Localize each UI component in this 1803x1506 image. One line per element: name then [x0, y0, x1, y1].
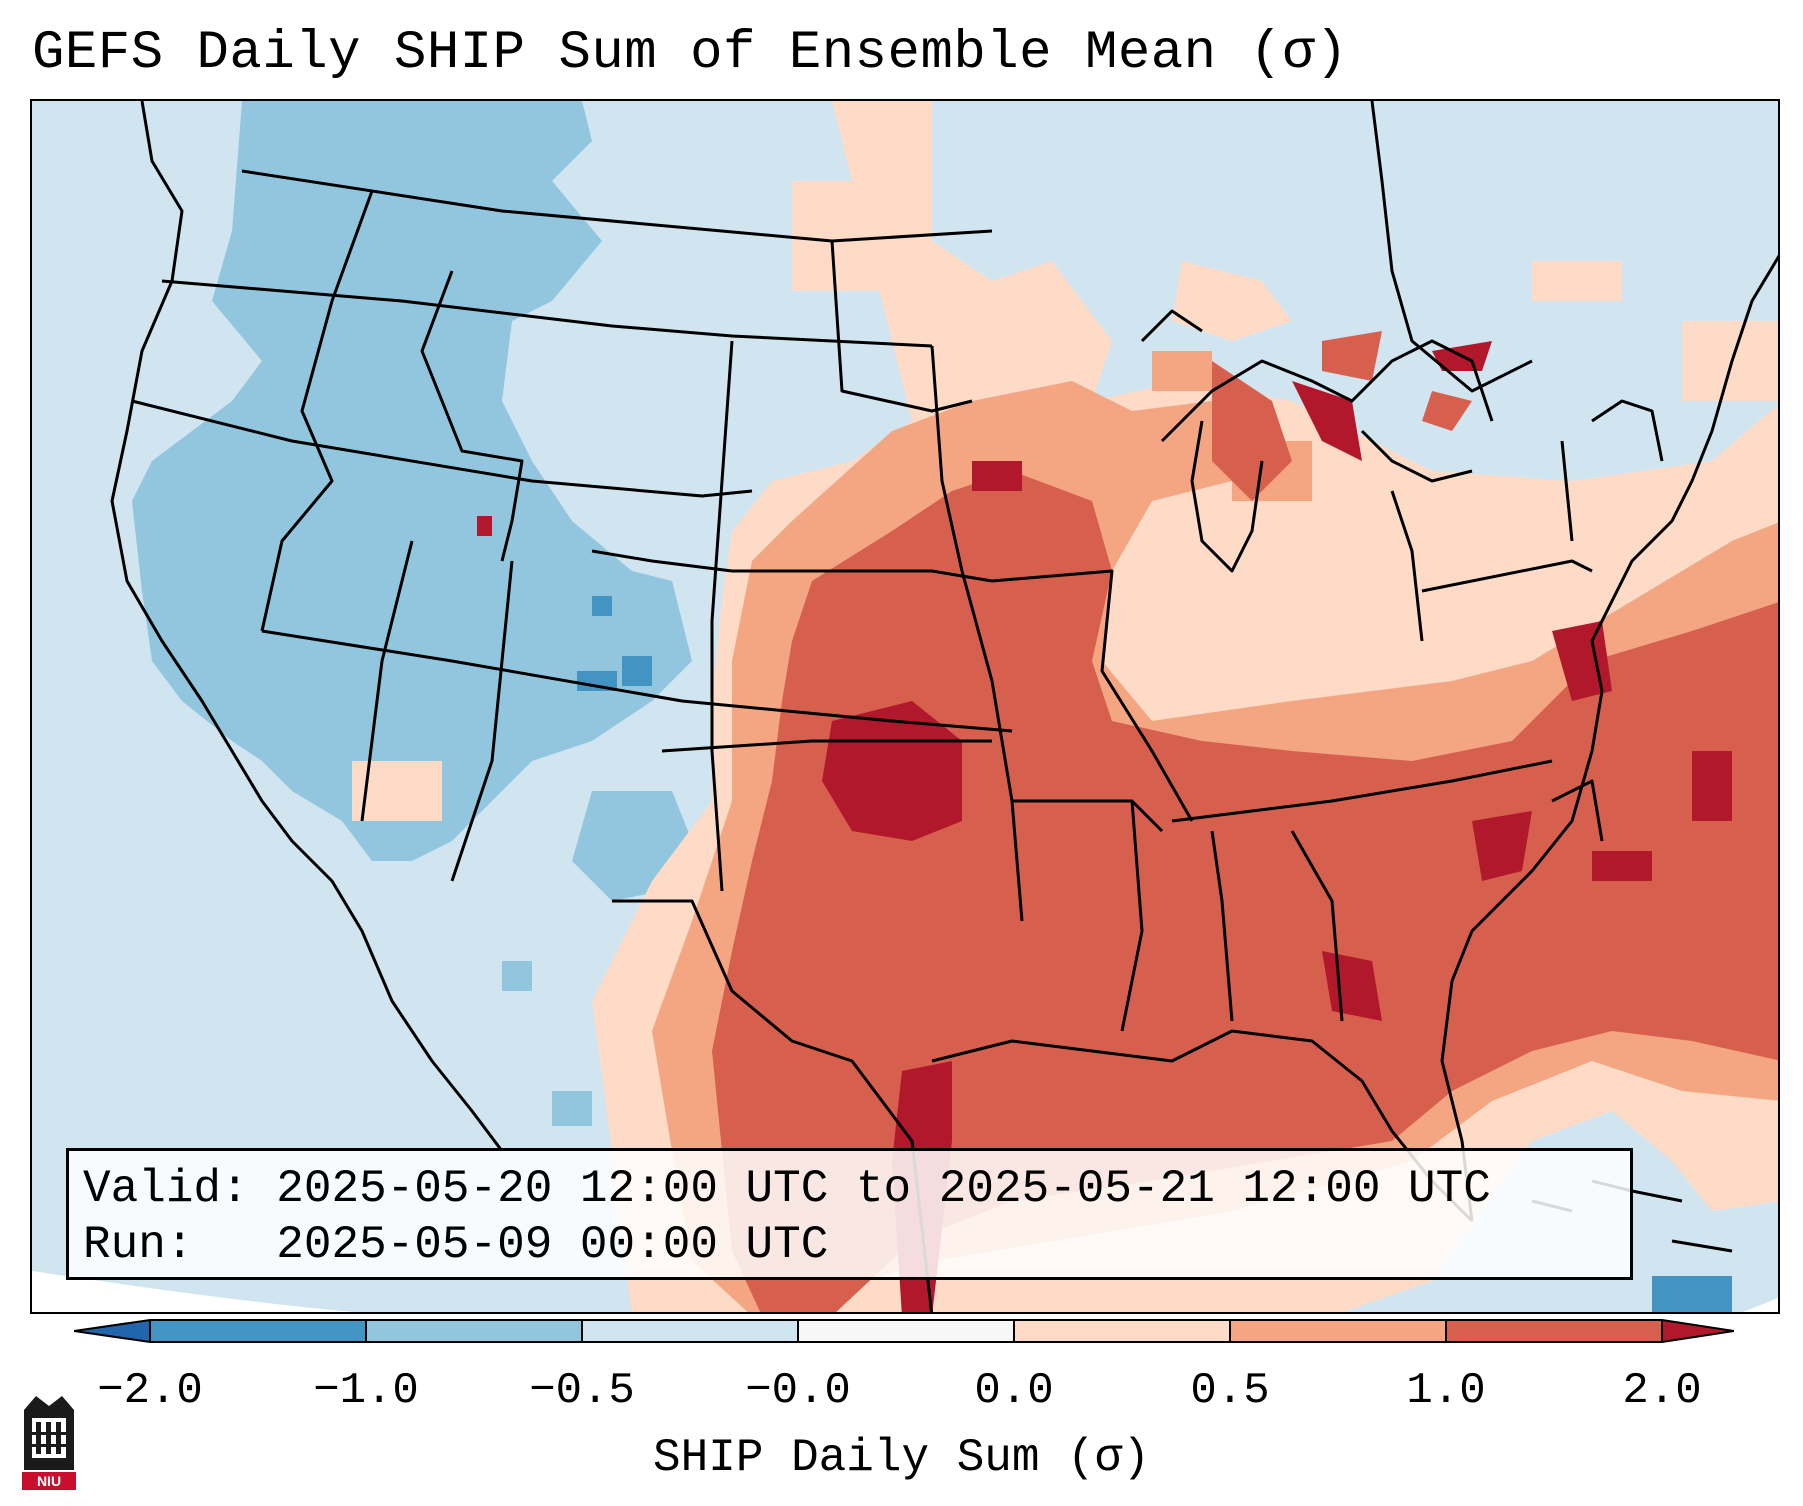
colorbar-tick-label: 1.0: [1406, 1366, 1486, 1416]
projection-edge: [32, 1271, 355, 1312]
colorbar-tick-label: −1.0: [313, 1366, 419, 1416]
colorbar-tick-label: 0.0: [974, 1366, 1054, 1416]
positive-anomaly-strong: [712, 331, 1778, 1312]
negative-anomaly-core: [577, 596, 1732, 1312]
colorbar: [74, 1319, 1734, 1343]
colorbar-extend-low: [74, 1320, 150, 1342]
colorbar-bin: [150, 1320, 366, 1342]
colorbar-label: SHIP Daily Sum (σ): [653, 1432, 1150, 1484]
colorbar-tick-label: −0.0: [745, 1366, 851, 1416]
colorbar-bin: [366, 1320, 582, 1342]
colorbar-tick-label: −0.5: [529, 1366, 635, 1416]
colorbar-tick-label: 2.0: [1622, 1366, 1702, 1416]
colorbar-tick-label: −2.0: [97, 1366, 203, 1416]
run-value: 2025-05-09 00:00 UTC: [276, 1219, 829, 1271]
texas-gulf-coastline: [612, 899, 934, 1312]
colorbar-bin: [798, 1320, 1014, 1342]
projection-edge: [1742, 1297, 1778, 1312]
colorbar-extend-high: [1662, 1320, 1734, 1342]
svg-text:NIU: NIU: [37, 1473, 61, 1489]
colorbar-bin: [1230, 1320, 1446, 1342]
great-lakes: [1160, 339, 1494, 443]
positive-anomaly-extreme: [477, 341, 1732, 1312]
niu-logo-icon: NIU: [22, 1396, 76, 1490]
chart-title: GEFS Daily SHIP Sum of Ensemble Mean (σ): [32, 23, 1349, 84]
lake-michigan: [1190, 420, 1264, 573]
valid-line: Valid: 2025-05-20 12:00 UTC to 2025-05-2…: [83, 1161, 1630, 1217]
run-line: Run: 2025-05-09 00:00 UTC: [83, 1217, 1630, 1273]
run-label: Run:: [83, 1219, 194, 1271]
atlantic-coastline: [1440, 254, 1778, 1222]
map-canvas: [32, 101, 1778, 1312]
colorbar-tick-label: 0.5: [1190, 1366, 1270, 1416]
colorbar-bin: [582, 1320, 798, 1342]
colorbar-bin: [1446, 1320, 1662, 1342]
map-boundaries: [110, 101, 1778, 1312]
run-info-box: Valid: 2025-05-20 12:00 UTC to 2025-05-2…: [66, 1148, 1633, 1280]
colorbar-bin: [1014, 1320, 1230, 1342]
valid-value: 2025-05-20 12:00 UTC to 2025-05-21 12:00…: [276, 1163, 1491, 1215]
map-panel: [30, 99, 1780, 1314]
valid-label: Valid:: [83, 1163, 249, 1215]
